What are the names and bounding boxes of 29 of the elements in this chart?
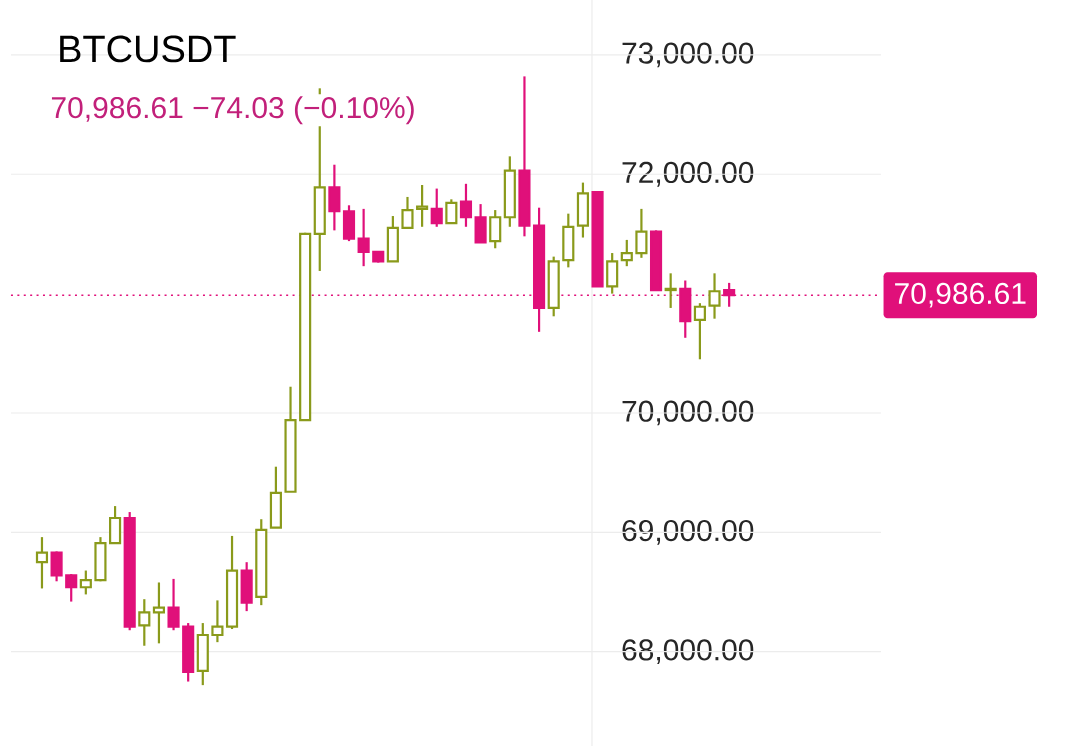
candlestick [211,599,224,644]
candlestick [152,581,166,645]
candlestick [693,302,706,361]
candlestick [445,198,458,225]
candlestick [459,182,473,228]
text: 70,986.61 −74.03 (−0.10%) [51,96,414,125]
ref-line-label: 70,986.61 [895,282,1026,308]
candlestick [430,187,443,228]
y-tick-label: 69,000.00 [622,519,754,545]
y-tick-label: 68,000.00 [622,639,754,665]
candlestick [35,536,49,590]
candlestick [664,272,677,310]
candlestick [50,550,63,583]
y-tick-label: 72,000.00 [622,161,754,187]
candlestick [620,238,633,268]
y-tick-label: 70,000.00 [622,400,754,426]
candlestick [138,598,151,647]
text: BTCUSDT [60,35,236,63]
candlestick [65,573,78,603]
candlestick [708,272,721,320]
candlestick [357,207,370,268]
candlestick [401,195,414,230]
candlestick [489,208,502,250]
candlestick [79,569,92,596]
y-tick-label: 73,000.00 [622,42,754,68]
candlestick [328,163,341,232]
candlestick [635,207,648,259]
candlestick [167,577,180,632]
candlestick [416,183,429,228]
